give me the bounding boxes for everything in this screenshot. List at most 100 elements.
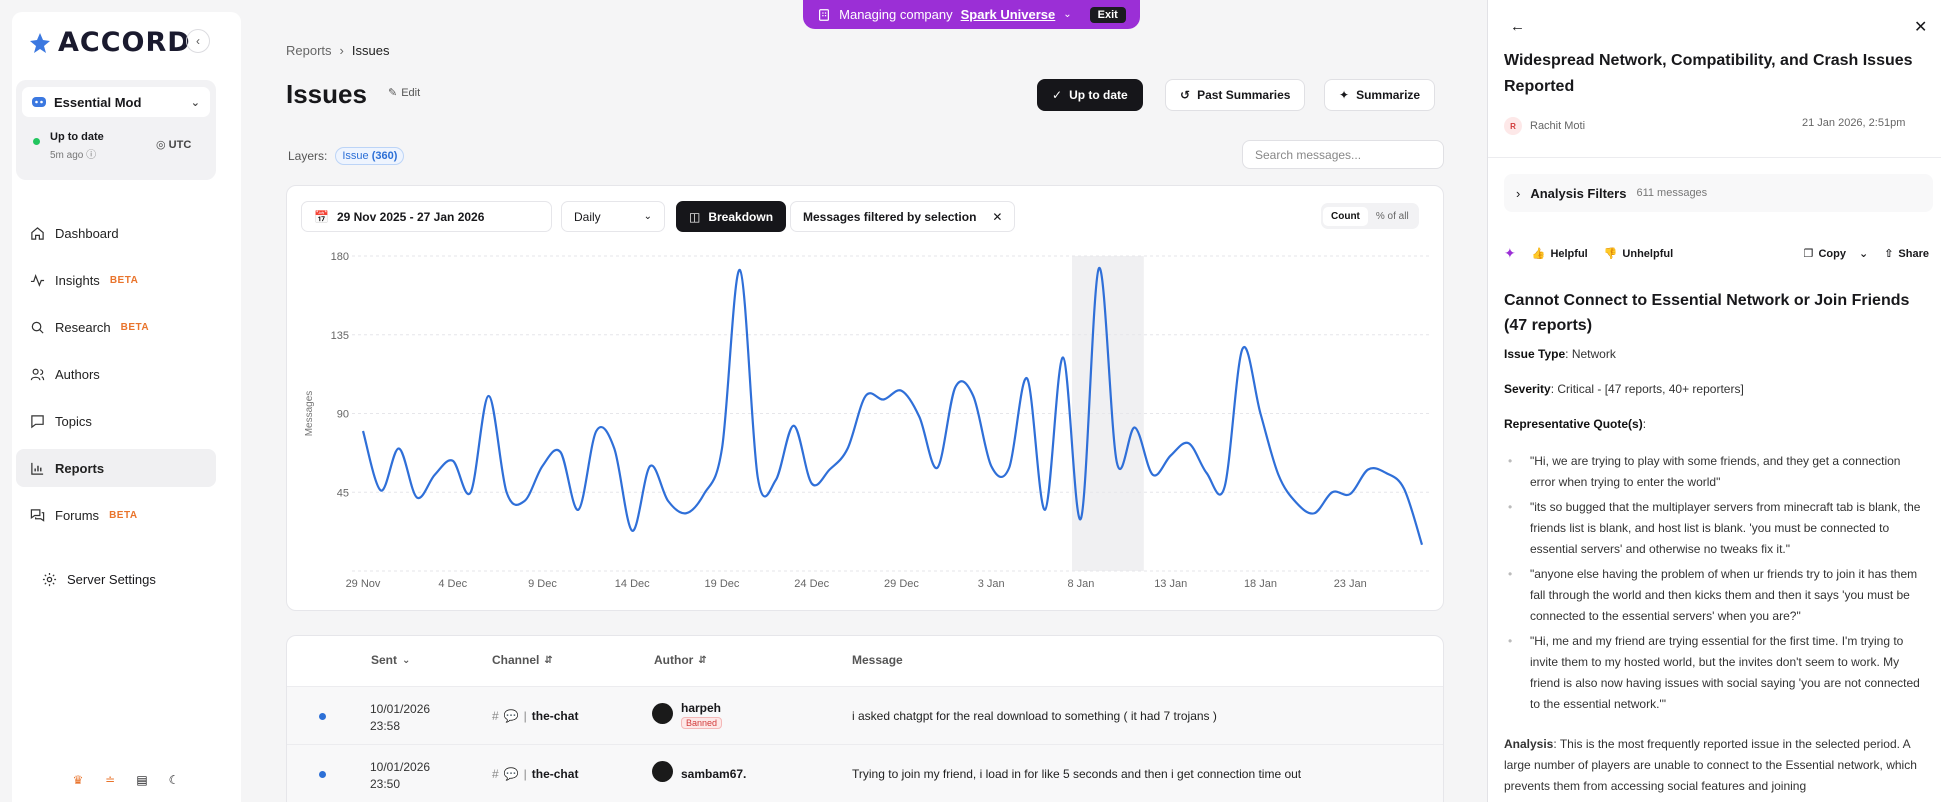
toggle-count[interactable]: Count [1323,206,1368,226]
helpful-button[interactable]: 👍 Helpful [1532,247,1588,261]
issue-type-value: Network [1571,347,1616,361]
summarize-button[interactable]: ✦ Summarize [1324,79,1436,111]
x-tick-label: 13 Jan [1154,578,1187,590]
sent-date: 10/01/2026 [370,702,431,716]
sidebar-item-reports[interactable]: Reports [16,449,216,487]
edit-label: Edit [401,86,421,99]
y-tick-label: 90 [337,409,349,421]
x-tick-label: 9 Dec [528,578,557,590]
y-axis-label: Messages [304,391,315,437]
moon-icon[interactable]: ☾ [168,773,180,787]
home-icon [31,226,44,240]
analysis-filters-toggle[interactable]: › Analysis Filters 611 messages [1504,174,1933,212]
column-header-message: Message [852,653,903,667]
column-header-sent[interactable]: Sent ⌄ [371,653,410,667]
sidebar-item-label: Forums [55,507,100,523]
bar-chart-icon [31,462,44,475]
calendar-icon: 📅 [314,209,329,224]
beta-badge: BETA [109,509,138,521]
exit-button[interactable]: Exit [1089,6,1126,23]
thumbs-down-icon: 👎 [1603,248,1618,260]
sidebar-item-dashboard[interactable]: Dashboard [16,214,216,252]
count-percent-toggle: Count % of all [1321,203,1419,229]
sync-status: Up to date [50,131,104,143]
server-name: Essential Mod [54,94,142,110]
banner-prefix: Managing company [839,7,953,22]
sidebar-item-forums[interactable]: Forums BETA [16,496,216,534]
table-row[interactable]: 10/01/2026 23:58 # 💬 | the-chat harpeh Banned… [287,687,1443,745]
header-label: Author [654,653,694,667]
page-title: Issues [286,79,367,109]
sliders-icon[interactable]: ≐ [104,773,116,787]
divider [1488,157,1941,158]
sidebar-item-insights[interactable]: Insights BETA [16,261,216,299]
building-icon [819,8,830,21]
sidebar-item-topics[interactable]: Topics [16,402,216,440]
summary-panel: ← ✕ Widespread Network, Compatibility, a… [1487,0,1941,802]
avatar: R [1504,117,1522,135]
analysis-label: Analysis [1504,737,1554,751]
chevron-left-icon: ‹ [196,34,200,48]
breakdown-button[interactable]: ◫ Breakdown [676,201,787,232]
date-range-picker[interactable]: 📅 29 Nov 2025 - 27 Jan 2026 [301,201,552,232]
timezone[interactable]: ◎ UTC [156,138,191,151]
sent-time: 23:50 [370,777,401,791]
interval-select[interactable]: Daily ⌄ [561,201,665,232]
edit-title-button[interactable]: ✎ Edit [388,86,421,100]
unread-dot [319,771,326,778]
history-icon: ↺ [1180,88,1191,102]
share-button[interactable]: ⇧ Share [1884,247,1929,261]
company-selector[interactable]: Spark Universe [960,7,1056,22]
collapse-sidebar-button[interactable]: ‹ [186,29,210,53]
copy-button[interactable]: ❐ Copy ⌄ [1804,247,1869,261]
close-icon[interactable]: ✕ [1914,19,1928,36]
copy-label: Copy [1818,247,1846,260]
news-icon[interactable]: ▤ [136,773,148,787]
quotes-label: Representative Quote(s): [1504,417,1647,431]
summary-actions: ✦ 👍 Helpful 👎 Unhelpful ❐ Copy ⌄ ⇧ Share [1504,245,1929,262]
chevron-down-icon[interactable]: ⌄ [1858,248,1869,260]
x-tick-label: 24 Dec [794,578,829,590]
sync-time-text: 5m ago [50,150,84,161]
channel-cell: # 💬 | the-chat [492,709,578,723]
breadcrumb: Reports › Issues [286,43,389,58]
banned-badge: Banned [681,717,723,729]
sidebar-item-server-settings[interactable]: Server Settings [42,572,156,587]
server-selector[interactable]: Essential Mod ⌄ [22,87,210,117]
help-icon[interactable]: ⓘ [86,150,97,161]
severity-value: Critical - [47 reports, 40+ reporters] [1557,382,1744,396]
x-tick-label: 3 Jan [978,578,1005,590]
past-summaries-button[interactable]: ↺ Past Summaries [1165,79,1306,111]
x-tick-label: 19 Dec [705,578,740,590]
channel-name: the-chat [531,709,579,723]
header-label: Channel [492,653,540,667]
crown-icon[interactable]: ♛ [72,773,84,787]
share-label: Share [1898,247,1929,260]
search-input[interactable]: Search messages... [1242,140,1444,169]
table-row[interactable]: 10/01/2026 23:50 # 💬 | the-chat sambam67. Tr… [287,745,1443,802]
sync-time: 5m ago ⓘ [50,146,96,161]
column-header-channel[interactable]: Channel ⇵ [492,653,553,667]
messages-line-chart[interactable]: 45 90 135 180 Messages 29 Nov 4 Dec 9 Dec 14 Dec… [287,186,1445,612]
sidebar-item-research[interactable]: Research BETA [16,308,216,346]
chevron-down-icon[interactable]: ⌄ [1063,9,1072,20]
layer-chip-issue[interactable]: Issue (360) [335,147,405,165]
sparkles-icon: ✦ [1504,245,1516,261]
toggle-percent[interactable]: % of all [1375,210,1409,222]
layer-chip-count: (360) [371,150,398,162]
close-icon[interactable]: ✕ [992,209,1003,224]
column-header-author[interactable]: Author ⇵ [654,653,707,667]
breadcrumb-parent[interactable]: Reports [286,43,332,58]
message-cell: Trying to join my friend, i load in for … [852,767,1302,781]
sidebar-item-label: Reports [55,460,105,476]
author-cell[interactable]: sambam67. [681,767,746,781]
breakdown-label: Breakdown [708,209,774,224]
channel-name: the-chat [531,767,579,781]
author-cell[interactable]: harpeh Banned [681,701,723,729]
unhelpful-button[interactable]: 👎 Unhelpful [1603,247,1673,261]
chevron-down-icon: ⌄ [643,211,652,222]
sidebar-item-authors[interactable]: Authors [16,355,216,393]
up-to-date-button[interactable]: ✓ Up to date [1037,79,1143,111]
back-arrow-icon[interactable]: ← [1510,18,1525,35]
separator: | [523,767,527,781]
